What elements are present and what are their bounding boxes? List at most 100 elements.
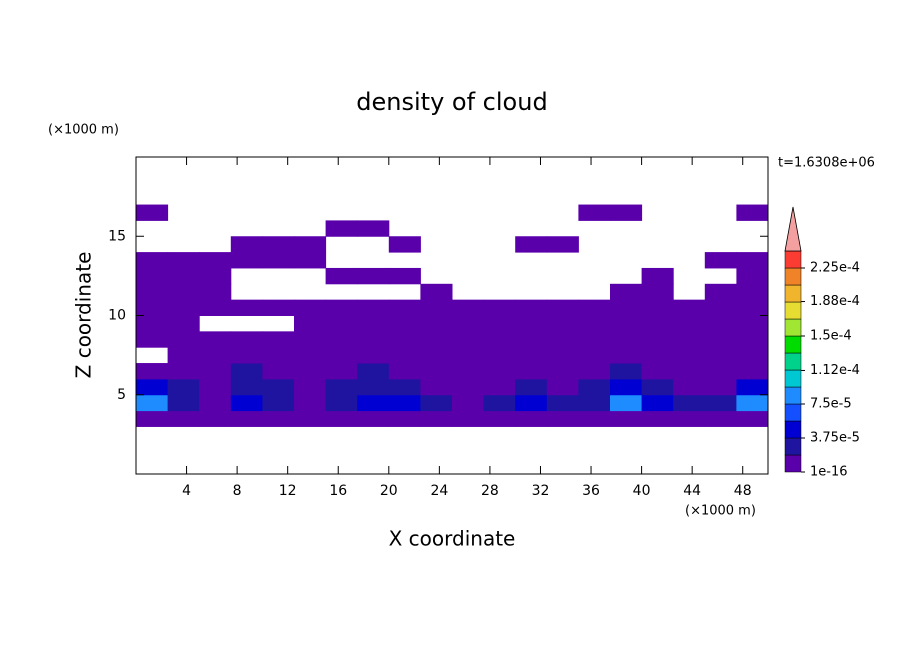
contour-cell bbox=[388, 363, 421, 380]
colorbar-label: 2.25e-4 bbox=[810, 261, 860, 276]
colorbar-label: 7.5e-5 bbox=[810, 397, 852, 412]
contour-cell bbox=[167, 410, 200, 427]
contour-cell bbox=[420, 363, 453, 380]
contour-cell bbox=[610, 315, 643, 332]
field bbox=[136, 204, 769, 427]
x-tick-label: 32 bbox=[532, 483, 550, 499]
contour-cell bbox=[610, 410, 643, 427]
contour-cell bbox=[452, 299, 485, 316]
contour-cell bbox=[357, 220, 390, 237]
contour-cell bbox=[641, 267, 674, 285]
contour-cell bbox=[641, 410, 674, 427]
colorbar-band bbox=[784, 267, 802, 286]
y-tick-label: 15 bbox=[108, 228, 126, 244]
contour-cell bbox=[167, 331, 200, 348]
contour-cell bbox=[546, 236, 579, 253]
contour-cell bbox=[167, 363, 200, 380]
contour-cell bbox=[641, 378, 674, 396]
contour-cell bbox=[357, 378, 390, 396]
contour-cell bbox=[199, 283, 232, 301]
contour-cell bbox=[483, 347, 516, 364]
contour-cell bbox=[420, 299, 453, 316]
contour-cell bbox=[262, 236, 295, 253]
contour-cell bbox=[167, 315, 200, 332]
contour-cell bbox=[641, 315, 674, 332]
contour-cell bbox=[325, 267, 358, 285]
contour-cell bbox=[294, 331, 327, 348]
contour-cell bbox=[262, 331, 295, 348]
colorbar-band bbox=[784, 318, 802, 337]
contour-cell bbox=[452, 331, 485, 348]
contour-cell bbox=[388, 315, 421, 332]
contour-cell bbox=[515, 331, 548, 348]
contour-cell bbox=[673, 410, 706, 427]
colorbar-label: 1.12e-4 bbox=[810, 363, 860, 378]
contour-cell bbox=[230, 347, 263, 364]
contour-cell bbox=[136, 394, 169, 412]
contour-cell bbox=[167, 283, 200, 301]
x-unit: (×1000 m) bbox=[685, 504, 756, 519]
contour-cell bbox=[515, 363, 548, 380]
contour-cell bbox=[673, 331, 706, 348]
contour-cell bbox=[641, 331, 674, 348]
contour-cell bbox=[325, 394, 358, 412]
contour-cell bbox=[262, 410, 295, 427]
colorbar-label: 1.88e-4 bbox=[810, 294, 860, 309]
contour-cell bbox=[546, 315, 579, 332]
contour-cell bbox=[294, 315, 327, 332]
x-tick-label: 44 bbox=[683, 483, 701, 499]
contour-cell bbox=[357, 299, 390, 316]
x-tick-label: 20 bbox=[380, 483, 398, 499]
contour-cell bbox=[199, 347, 232, 364]
contour-cell bbox=[736, 347, 769, 364]
contour-cell bbox=[420, 410, 453, 427]
contour-cell bbox=[199, 331, 232, 348]
contour-cell bbox=[704, 363, 737, 380]
colorbar-band bbox=[784, 403, 802, 422]
contour-cell bbox=[357, 394, 390, 412]
contour-cell bbox=[230, 410, 263, 427]
contour-cell bbox=[388, 299, 421, 316]
contour-cell bbox=[325, 315, 358, 332]
contour-cell bbox=[452, 315, 485, 332]
contour-cell bbox=[515, 236, 548, 253]
contour-cell bbox=[262, 363, 295, 380]
contour-cell bbox=[167, 267, 200, 285]
contour-cell bbox=[199, 410, 232, 427]
contour-cell bbox=[704, 299, 737, 316]
contour-cell bbox=[420, 394, 453, 412]
contour-cell bbox=[483, 299, 516, 316]
colorbar-band bbox=[784, 454, 802, 473]
contour-cell bbox=[704, 347, 737, 364]
contour-cell bbox=[704, 331, 737, 348]
contour-cell bbox=[388, 410, 421, 427]
contour-cell bbox=[736, 315, 769, 332]
contour-cell bbox=[610, 347, 643, 364]
contour-cell bbox=[199, 378, 232, 396]
contour-cell bbox=[578, 299, 611, 316]
contour-cell bbox=[704, 252, 737, 269]
colorbar-band bbox=[784, 352, 802, 371]
colorbar-band bbox=[784, 335, 802, 354]
x-tick-label: 48 bbox=[734, 483, 752, 499]
contour-cell bbox=[388, 267, 421, 285]
contour-cell bbox=[736, 267, 769, 285]
contour-cell bbox=[325, 299, 358, 316]
contour-cell bbox=[736, 252, 769, 269]
contour-cell bbox=[420, 378, 453, 396]
contour-cell bbox=[136, 363, 169, 380]
contour-cell bbox=[546, 299, 579, 316]
chart-title: density of cloud bbox=[356, 88, 547, 116]
contour-cell bbox=[704, 410, 737, 427]
contour-cell bbox=[136, 204, 169, 221]
contour-cell bbox=[199, 363, 232, 380]
time-label: t=1.6308e+06 bbox=[778, 156, 875, 171]
contour-cell bbox=[673, 363, 706, 380]
contour-cell bbox=[388, 236, 421, 253]
colorbar-extend bbox=[784, 206, 802, 252]
contour-cell bbox=[641, 283, 674, 301]
contour-cell bbox=[420, 283, 453, 301]
colorbar-band bbox=[784, 420, 802, 439]
contour-cell bbox=[357, 267, 390, 285]
